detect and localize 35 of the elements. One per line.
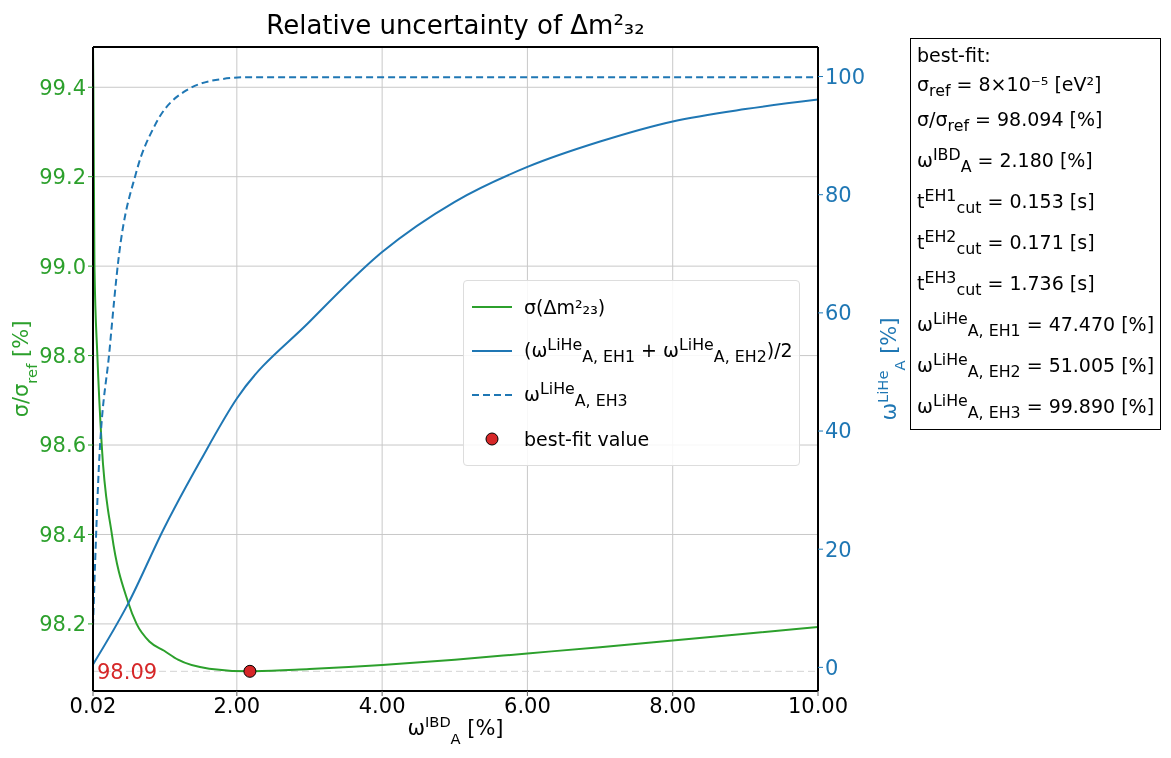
y-tick-label: 98.4	[39, 522, 86, 547]
text: ω$^{LiHe}$$_{A, EH1}$ = 47.470 [%]	[917, 308, 1155, 343]
x-tick-label: 10.00	[787, 693, 849, 718]
x-tick-label: 0.02	[69, 693, 117, 718]
y2-tick-label: 40	[825, 419, 852, 444]
y-tick-label: 99.4	[39, 75, 86, 100]
text: t$^{EH2}$$_{cut}$ = 0.171 [s]	[917, 225, 1096, 260]
text: ω$^{LiHe}$$_{A, EH3}$ = 99.890 [%]	[917, 390, 1155, 425]
x-axis-title: ω$^{IBD}$$_{A}$ [%]	[407, 712, 504, 747]
y2-tick-label: 60	[825, 301, 852, 326]
legend-label: best-fit value	[524, 428, 650, 450]
text: ω$^{LiHe}$$_{A, EH2}$ = 51.005 [%]	[917, 349, 1155, 384]
x-tick-label: 2.00	[213, 693, 261, 718]
legend-label: σ(Δm²₂₃)	[524, 296, 606, 318]
x-tick-label: 4.00	[358, 693, 406, 718]
y2-tick-label: 80	[825, 183, 852, 208]
x-tick-label: 6.00	[504, 693, 551, 718]
y2-tick-label: 100	[825, 65, 866, 89]
y-tick-label: 98.2	[39, 612, 86, 637]
x-tick-label: 8.00	[649, 693, 697, 718]
ref-line-label: 98.09	[97, 660, 158, 685]
y-tick-label: 99.2	[39, 165, 86, 190]
text: t$^{EH3}$$_{cut}$ = 1.736 [s]	[917, 266, 1096, 302]
text: t$^{EH1}$$_{cut}$ = 0.153 [s]	[917, 184, 1096, 219]
text: σ$_{ref}$ = 8×10⁻⁵ [eV²]	[917, 72, 1103, 102]
y-tick-label: 98.8	[39, 344, 86, 369]
y-tick-label: 98.6	[39, 433, 86, 458]
text: ω$^{IBD}$$_{A}$ = 2.180 [%]	[917, 143, 1094, 178]
y2-tick-label: 0	[825, 655, 839, 680]
chart-title: Relative uncertainty of Δm²₃₂	[265, 10, 646, 40]
y-tick-label: 99.0	[39, 254, 86, 279]
legend-label: (ω$^{LiHe}$$_{A, EH1}$ + ω$^{LiHe}$$_{A, EH2}$)/2	[524, 335, 793, 367]
text: σ/σ$_{ref}$ = 98.094 [%]	[917, 106, 1104, 137]
text: best-fit:	[917, 43, 992, 68]
y2-tick-label: 20	[825, 537, 852, 562]
